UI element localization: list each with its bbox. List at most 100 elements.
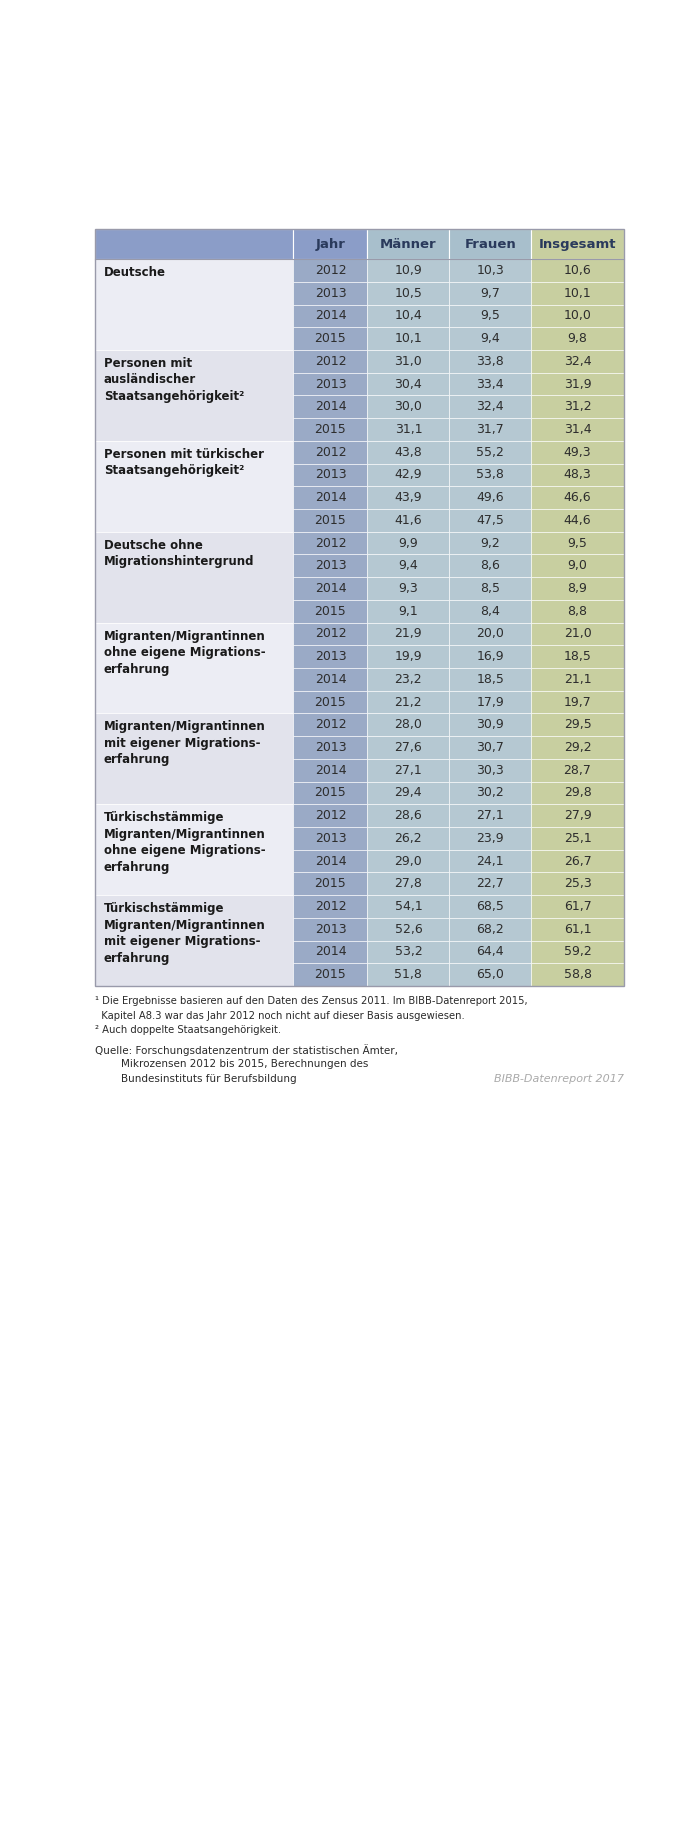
- Bar: [368, 260, 449, 282]
- Bar: [531, 781, 624, 805]
- Text: 27,1: 27,1: [395, 765, 422, 777]
- Text: 31,0: 31,0: [395, 355, 422, 368]
- Bar: [368, 622, 449, 646]
- Bar: [531, 327, 624, 349]
- Text: Frauen: Frauen: [465, 238, 516, 251]
- Text: 20,0: 20,0: [477, 627, 504, 640]
- Text: 9,1: 9,1: [398, 605, 419, 618]
- Bar: [531, 735, 624, 759]
- Text: 2015: 2015: [314, 422, 346, 435]
- Bar: [531, 850, 624, 872]
- Bar: [449, 373, 531, 395]
- Text: 30,3: 30,3: [477, 765, 504, 777]
- Text: 26,7: 26,7: [564, 854, 592, 867]
- Bar: [531, 691, 624, 713]
- Text: 9,2: 9,2: [480, 536, 500, 549]
- Bar: [293, 305, 368, 327]
- Text: 48,3: 48,3: [564, 468, 592, 481]
- Text: 29,4: 29,4: [395, 786, 422, 799]
- Bar: [368, 305, 449, 327]
- Text: 61,7: 61,7: [564, 900, 592, 913]
- Text: 27,9: 27,9: [564, 808, 592, 823]
- Text: 32,4: 32,4: [564, 355, 592, 368]
- Text: 42,9: 42,9: [395, 468, 422, 481]
- Bar: [293, 759, 368, 781]
- Text: 2012: 2012: [314, 719, 346, 732]
- Text: 2015: 2015: [314, 968, 346, 980]
- Text: 29,2: 29,2: [564, 741, 592, 754]
- Bar: [449, 735, 531, 759]
- Text: 49,6: 49,6: [477, 492, 504, 505]
- Text: 53,8: 53,8: [477, 468, 504, 481]
- Text: 59,2: 59,2: [564, 946, 592, 958]
- Bar: [531, 759, 624, 781]
- Bar: [531, 349, 624, 373]
- Text: Männer: Männer: [380, 238, 437, 251]
- Bar: [531, 554, 624, 578]
- Bar: [293, 419, 368, 441]
- Text: 10,1: 10,1: [395, 333, 422, 346]
- Text: 68,2: 68,2: [477, 922, 504, 936]
- Bar: [293, 827, 368, 850]
- Bar: [368, 940, 449, 964]
- Bar: [368, 918, 449, 940]
- Bar: [531, 373, 624, 395]
- Bar: [293, 463, 368, 487]
- Text: 46,6: 46,6: [564, 492, 592, 505]
- Text: 9,8: 9,8: [568, 333, 587, 346]
- Bar: [531, 894, 624, 918]
- Bar: [368, 964, 449, 986]
- Text: 10,9: 10,9: [395, 263, 422, 276]
- Bar: [95, 349, 293, 441]
- Bar: [531, 419, 624, 441]
- Bar: [293, 872, 368, 894]
- Bar: [368, 805, 449, 827]
- Bar: [531, 872, 624, 894]
- Text: 2012: 2012: [314, 627, 346, 640]
- Text: 2013: 2013: [314, 832, 346, 845]
- Bar: [293, 805, 368, 827]
- Text: Bundesinstituts für Berufsbildung: Bundesinstituts für Berufsbildung: [95, 1074, 297, 1083]
- Text: 31,7: 31,7: [477, 422, 504, 435]
- Text: 2015: 2015: [314, 514, 346, 527]
- Text: 51,8: 51,8: [395, 968, 422, 980]
- Bar: [95, 229, 293, 260]
- Text: 2015: 2015: [314, 333, 346, 346]
- Bar: [368, 872, 449, 894]
- Bar: [293, 578, 368, 600]
- Text: 2013: 2013: [314, 560, 346, 572]
- Text: 2013: 2013: [314, 922, 346, 936]
- Text: 27,6: 27,6: [395, 741, 422, 754]
- Bar: [531, 395, 624, 419]
- Text: Deutsche: Deutsche: [104, 265, 166, 280]
- Text: 9,3: 9,3: [398, 582, 419, 594]
- Bar: [293, 622, 368, 646]
- Bar: [449, 305, 531, 327]
- Bar: [531, 827, 624, 850]
- Text: 32,4: 32,4: [477, 401, 504, 413]
- Bar: [293, 349, 368, 373]
- Text: 2014: 2014: [314, 854, 346, 867]
- Bar: [368, 441, 449, 463]
- Bar: [449, 759, 531, 781]
- Bar: [293, 532, 368, 554]
- Text: 30,0: 30,0: [395, 401, 422, 413]
- Text: Kapitel A8.3 war das Jahr 2012 noch nicht auf dieser Basis ausgewiesen.: Kapitel A8.3 war das Jahr 2012 noch nich…: [95, 1011, 465, 1021]
- Bar: [293, 918, 368, 940]
- Text: 58,8: 58,8: [564, 968, 592, 980]
- Bar: [449, 622, 531, 646]
- Bar: [293, 668, 368, 691]
- Text: 29,0: 29,0: [395, 854, 422, 867]
- Text: 30,9: 30,9: [477, 719, 504, 732]
- Text: 2014: 2014: [314, 765, 346, 777]
- Bar: [449, 600, 531, 622]
- Bar: [531, 282, 624, 305]
- Bar: [531, 713, 624, 735]
- Text: 22,7: 22,7: [477, 878, 504, 891]
- Bar: [531, 668, 624, 691]
- Bar: [368, 781, 449, 805]
- Bar: [531, 622, 624, 646]
- Text: 21,1: 21,1: [564, 673, 592, 686]
- Bar: [293, 691, 368, 713]
- Text: Mikrozensen 2012 bis 2015, Berechnungen des: Mikrozensen 2012 bis 2015, Berechnungen …: [95, 1059, 369, 1068]
